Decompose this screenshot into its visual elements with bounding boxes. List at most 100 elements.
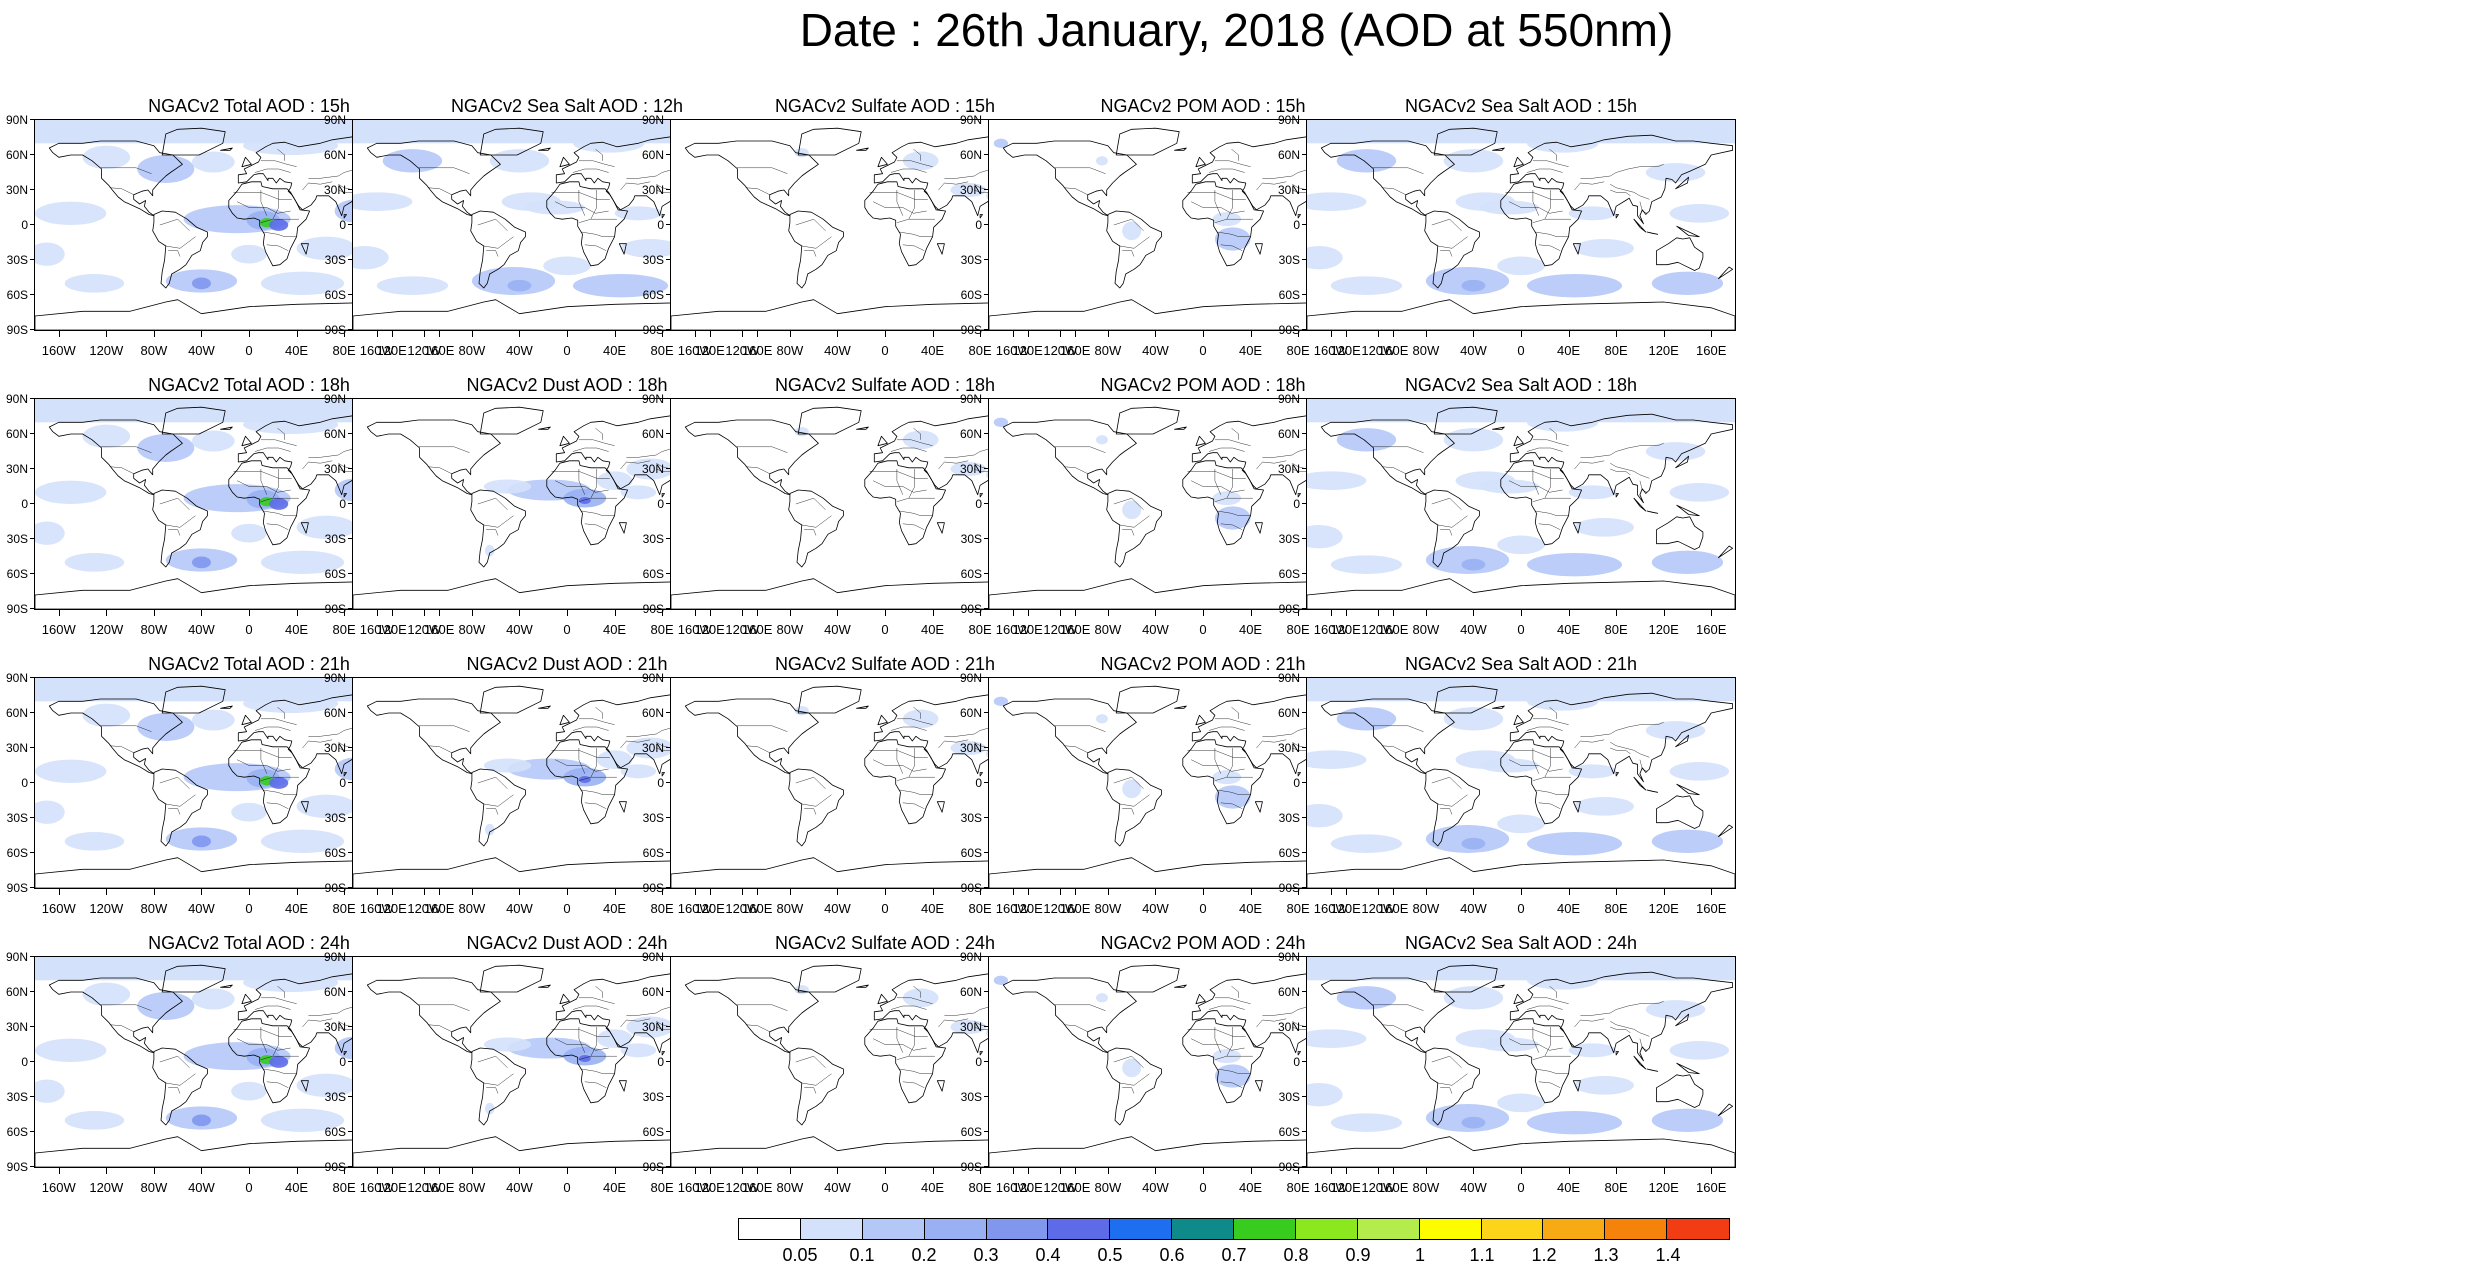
coastline: [241, 993, 252, 1005]
aod-field: [191, 556, 211, 569]
colorbar-swatch: [1295, 1219, 1358, 1239]
coastline: [1002, 977, 1137, 1054]
longitude-label: 120W: [407, 901, 442, 916]
country-border: [896, 497, 935, 502]
latitude-tick: [666, 747, 670, 748]
latitude-label: 30S: [642, 532, 664, 546]
longitude-tick: [1330, 610, 1332, 616]
country-border: [168, 808, 181, 815]
latitude-tick: [666, 329, 670, 330]
country-border: [1610, 468, 1631, 475]
country-border: [260, 218, 299, 223]
aod-field: [35, 201, 107, 225]
longitude-tick: [153, 1168, 155, 1174]
country-border: [260, 439, 297, 446]
longitude-tick: [344, 331, 346, 337]
longitude-tick: [1473, 1168, 1475, 1174]
longitude-tick: [1203, 610, 1204, 616]
coastline: [1424, 210, 1480, 289]
longitude-tick: [1012, 610, 1014, 616]
longitude-label: 0: [1517, 1180, 1525, 1195]
colorbar-label: 0.9: [1345, 1245, 1371, 1265]
aod-field: [1443, 428, 1504, 452]
longitude-tick: [932, 889, 934, 895]
longitude-label: 120E: [1330, 622, 1361, 637]
longitude-tick: [1616, 331, 1618, 337]
longitude-tick: [789, 1168, 791, 1174]
aod-field: [626, 1016, 674, 1038]
country-border: [1538, 244, 1561, 251]
aod-field: [1461, 1116, 1486, 1129]
latitude-tick: [30, 398, 34, 399]
longitude-tick: [1616, 889, 1618, 895]
longitude-tick: [837, 1168, 839, 1174]
longitude-label: 80E: [1604, 622, 1628, 637]
latitude-label: 60N: [323, 427, 346, 441]
aod-field: [483, 758, 532, 773]
country-border: [1532, 1055, 1571, 1060]
latitude-tick: [348, 1061, 352, 1062]
country-border: [1505, 471, 1564, 479]
longitude-label: 80E: [650, 1180, 674, 1195]
longitude-tick: [1663, 889, 1665, 895]
aod-field: [35, 480, 107, 504]
aod-field: [35, 682, 154, 702]
coastline: [1500, 739, 1583, 825]
coastline: [1254, 522, 1263, 534]
country-border: [1119, 1073, 1150, 1086]
longitude-tick: [837, 610, 839, 616]
longitude-label: 80W: [458, 622, 486, 637]
country-border: [260, 748, 267, 774]
longitude-tick: [424, 610, 426, 616]
longitude-label: 80E: [1286, 1180, 1310, 1195]
latitude-label: 60S: [960, 567, 982, 581]
country-border: [896, 997, 933, 1004]
longitude-tick: [1250, 331, 1252, 337]
longitude-tick: [614, 331, 616, 337]
longitude-label: 160E: [742, 901, 773, 916]
longitude-tick: [1616, 610, 1618, 616]
country-border: [1381, 745, 1406, 753]
latitude-tick: [666, 224, 670, 225]
coastline: [1615, 214, 1619, 219]
aod-field: [137, 992, 195, 1020]
country-border: [159, 776, 190, 789]
coastline: [538, 984, 551, 988]
longitude-tick: [1203, 889, 1204, 895]
longitude-tick: [391, 610, 393, 616]
longitude-tick: [1203, 1168, 1204, 1174]
country-border: [1231, 707, 1239, 719]
country-border: [896, 469, 903, 495]
latitude-tick: [1302, 259, 1306, 260]
aod-field: [269, 1056, 289, 1068]
latitude-tick: [1302, 1166, 1306, 1167]
aod-field: [382, 149, 443, 173]
coastline: [1656, 795, 1704, 829]
latitude-tick: [30, 1096, 34, 1097]
latitude-tick: [984, 433, 988, 434]
latitude-label: 30S: [324, 811, 346, 825]
longitude-label: 0: [245, 1180, 253, 1195]
latitude-tick: [984, 224, 988, 225]
longitude-label: 120E: [1648, 901, 1679, 916]
latitude-label: 60S: [6, 567, 28, 581]
aod-field: [1096, 156, 1108, 166]
coastline: [241, 435, 252, 447]
country-border: [1431, 218, 1462, 231]
map-frame: [1306, 119, 1736, 331]
longitude-tick: [1250, 889, 1252, 895]
latitude-tick: [984, 852, 988, 853]
colorbar-label: 0.5: [1097, 1245, 1123, 1265]
longitude-tick: [757, 1168, 759, 1174]
coastline: [671, 299, 1099, 330]
longitude-tick: [471, 1168, 473, 1174]
longitude-label: 160E: [424, 622, 455, 637]
longitude-label: 120W: [89, 622, 124, 637]
longitude-tick: [1155, 1168, 1157, 1174]
latitude-tick: [666, 887, 670, 888]
coastline: [1254, 243, 1263, 255]
latitude-label: 60S: [324, 1125, 346, 1139]
coastline: [1002, 698, 1137, 775]
aod-field: [1526, 134, 1599, 153]
country-border: [260, 718, 297, 725]
